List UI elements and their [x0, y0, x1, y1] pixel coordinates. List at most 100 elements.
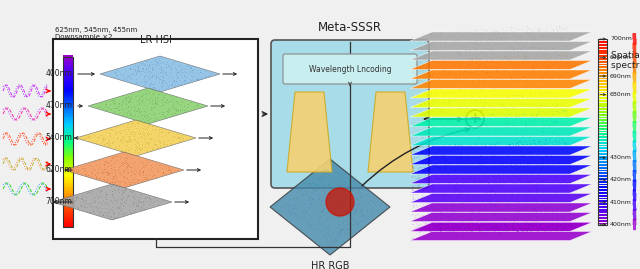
- Point: [510, 115, 520, 119]
- Point: [150, 128, 161, 132]
- Point: [467, 110, 477, 115]
- Point: [486, 79, 497, 83]
- Point: [121, 96, 131, 100]
- Point: [491, 87, 501, 91]
- Point: [511, 47, 521, 51]
- Point: [173, 132, 184, 136]
- Point: [548, 63, 559, 67]
- Point: [500, 131, 511, 135]
- Point: [445, 143, 455, 147]
- Point: [529, 219, 540, 224]
- Polygon shape: [410, 193, 592, 203]
- Point: [452, 226, 462, 230]
- Point: [419, 99, 429, 103]
- Point: [501, 227, 511, 231]
- Point: [302, 206, 312, 210]
- Point: [504, 228, 515, 233]
- Point: [428, 141, 438, 145]
- Point: [432, 111, 442, 115]
- Point: [552, 119, 563, 124]
- Point: [314, 221, 324, 225]
- Bar: [598, 165, 607, 166]
- Point: [511, 143, 521, 147]
- Point: [138, 170, 148, 175]
- Point: [510, 168, 520, 172]
- Point: [342, 202, 352, 206]
- Point: [417, 224, 427, 229]
- Point: [142, 118, 152, 122]
- Point: [426, 70, 436, 74]
- Point: [466, 106, 476, 110]
- Point: [488, 49, 498, 54]
- Point: [122, 139, 132, 143]
- Point: [463, 114, 473, 119]
- Point: [93, 209, 103, 213]
- Point: [554, 110, 564, 115]
- Point: [511, 63, 522, 67]
- Point: [550, 24, 560, 28]
- Point: [460, 128, 470, 133]
- Point: [501, 197, 511, 202]
- Point: [117, 197, 127, 201]
- Point: [322, 238, 332, 242]
- Point: [323, 229, 333, 233]
- Point: [481, 38, 492, 42]
- Point: [440, 215, 451, 219]
- Point: [484, 183, 494, 187]
- Point: [552, 26, 562, 30]
- Point: [142, 127, 152, 131]
- Point: [434, 206, 444, 210]
- Bar: [598, 58, 607, 59]
- Point: [484, 181, 495, 186]
- Point: [549, 105, 559, 109]
- Point: [118, 195, 128, 199]
- Point: [116, 172, 126, 176]
- Point: [509, 123, 519, 127]
- Point: [442, 192, 452, 196]
- Point: [439, 118, 449, 122]
- Point: [447, 181, 457, 185]
- Point: [544, 227, 554, 231]
- Point: [99, 178, 109, 183]
- Point: [497, 122, 507, 126]
- Point: [493, 75, 504, 79]
- Point: [408, 213, 419, 217]
- Point: [131, 169, 141, 173]
- Point: [442, 193, 452, 197]
- Point: [447, 203, 457, 208]
- Point: [143, 137, 154, 141]
- Bar: [63, 134, 73, 136]
- Point: [367, 210, 378, 215]
- Point: [145, 71, 155, 75]
- Point: [508, 93, 518, 97]
- Point: [137, 141, 147, 146]
- Point: [528, 228, 538, 232]
- Point: [107, 128, 117, 132]
- Point: [539, 163, 549, 167]
- Point: [549, 112, 559, 116]
- Point: [90, 194, 100, 199]
- Point: [516, 225, 526, 230]
- Point: [329, 204, 339, 209]
- Point: [109, 175, 120, 180]
- Point: [120, 155, 131, 159]
- Point: [110, 109, 120, 113]
- Point: [124, 128, 134, 132]
- Point: [413, 82, 423, 86]
- Point: [547, 120, 557, 125]
- Point: [148, 119, 159, 123]
- Point: [150, 64, 161, 68]
- Point: [456, 126, 467, 131]
- Point: [120, 139, 130, 143]
- Point: [502, 216, 513, 221]
- Point: [483, 218, 493, 222]
- Point: [429, 195, 440, 199]
- Point: [487, 113, 497, 117]
- Point: [449, 134, 460, 138]
- Point: [424, 234, 435, 238]
- Point: [506, 45, 516, 49]
- Point: [550, 224, 560, 229]
- Point: [538, 75, 548, 79]
- Point: [521, 172, 531, 176]
- Point: [476, 33, 486, 37]
